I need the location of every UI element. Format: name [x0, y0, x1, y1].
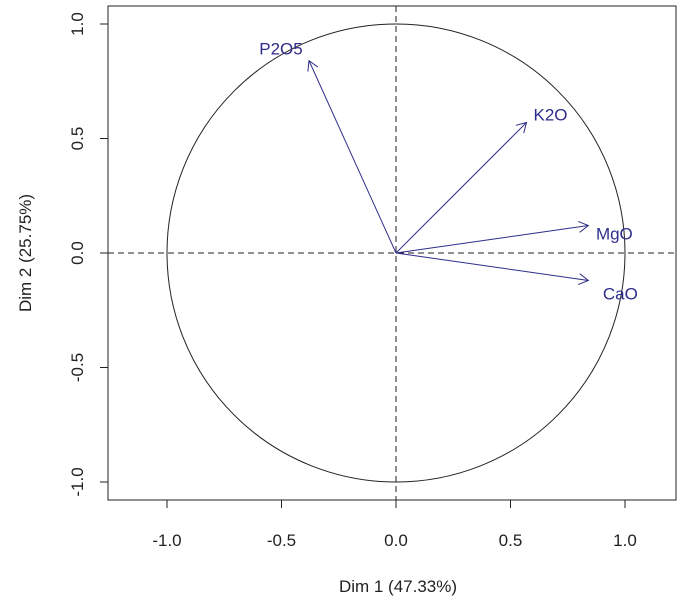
label-cao: CaO	[603, 284, 638, 303]
plot-area: P2O5 K2O MgO CaO	[108, 6, 676, 500]
arrow-p2o5	[308, 60, 397, 254]
label-mgo: MgO	[596, 225, 633, 244]
arrow-cao	[395, 252, 589, 281]
x-axis-title: Dim 1 (47.33%)	[339, 577, 457, 596]
arrow-k2o	[395, 122, 527, 254]
y-tick-label: -1.0	[68, 467, 87, 496]
y-tick-label: 0.0	[68, 241, 87, 265]
x-tick-label: 0.0	[384, 531, 408, 550]
arrow-mgo	[395, 225, 589, 254]
x-tick-label: 0.5	[499, 531, 523, 550]
x-axis: -1.0 -0.5 0.0 0.5 1.0	[152, 499, 637, 550]
y-axis-title: Dim 2 (25.75%)	[16, 194, 35, 312]
x-tick-label: 1.0	[613, 531, 637, 550]
y-tick-label: 1.0	[68, 12, 87, 36]
label-k2o: K2O	[534, 105, 568, 124]
arrowhead-k2o	[515, 121, 528, 134]
x-tick-label: -1.0	[152, 531, 181, 550]
y-tick-label: 0.5	[68, 127, 87, 151]
label-p2o5: P2O5	[259, 40, 302, 59]
y-axis: -1.0 -0.5 0.0 0.5 1.0	[68, 12, 109, 497]
x-tick-label: -0.5	[267, 531, 296, 550]
arrowhead-cao	[577, 273, 590, 286]
arrowhead-p2o5	[307, 59, 319, 72]
arrowhead-mgo	[577, 220, 590, 233]
y-tick-label: -0.5	[68, 353, 87, 382]
